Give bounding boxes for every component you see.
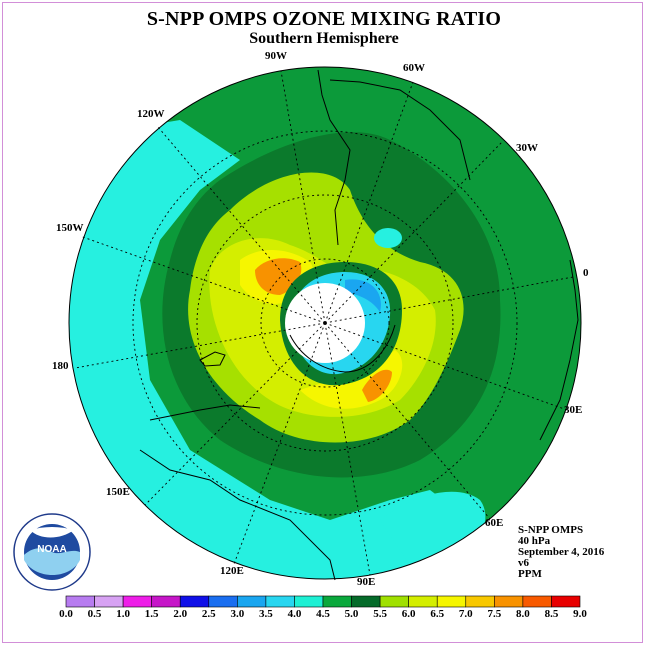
map-subtitle: Southern Hemisphere: [249, 30, 399, 47]
colorbar-swatch: [179, 595, 210, 608]
info-version: v6: [518, 557, 529, 569]
antarctica-coast: [289, 324, 396, 373]
colorbar-swatch: [379, 595, 409, 608]
colorbar-swatch: [322, 595, 352, 608]
map-title: S-NPP OMPS OZONE MIXING RATIO: [146, 8, 502, 30]
colorbar: [65, 595, 581, 608]
colorbar-swatch: [151, 595, 181, 608]
colorbar-swatch: [294, 595, 324, 608]
info-level: 40 hPa: [518, 535, 551, 547]
colorbar-tick-label: 4.5: [316, 608, 330, 620]
colorbar-tick-label: 8.5: [544, 608, 559, 620]
colorbar-tick-label: 2.0: [173, 608, 188, 620]
colorbar-tick-label: 8.0: [516, 608, 530, 620]
australia-north-coast: [149, 404, 261, 421]
south-america-east-coast: [329, 79, 471, 181]
colorbar-tick-label: 0.5: [87, 608, 102, 620]
lon-label-150e: 150E: [106, 486, 130, 498]
colorbar-tick-label: 6.0: [401, 608, 416, 620]
colorbar-tick-label: 2.5: [201, 608, 216, 620]
ozone-low-patch: [374, 228, 402, 248]
colorbar-swatch: [465, 595, 495, 608]
info-instrument: S-NPP OMPS: [518, 524, 584, 536]
lon-label-0: 0: [583, 267, 589, 279]
colorbar-tick-label: 6.5: [430, 608, 445, 620]
australia-coast: [139, 449, 336, 581]
map-boundary: [68, 66, 582, 580]
colorbar-tick-label: 3.5: [259, 608, 273, 620]
lon-label-60w: 60W: [403, 62, 425, 74]
lon-label-120e: 120E: [220, 565, 244, 577]
lon-label-60e: 60E: [485, 517, 504, 529]
logo-text: NOAA: [37, 544, 66, 555]
lon-label-30e: 30E: [564, 404, 583, 416]
figure-frame: [2, 2, 643, 643]
info-units: PPM: [518, 568, 542, 580]
noaa-logo: NOAA: [13, 513, 91, 591]
colorbar-swatch: [208, 595, 238, 608]
south-pole-marker: [323, 321, 327, 325]
ozone-7-5-maximum-west: [255, 258, 302, 295]
colorbar-swatch: [551, 595, 581, 608]
colorbar-tick-label: 3.0: [230, 608, 245, 620]
graticule: [74, 70, 574, 576]
new-zealand-outline: [199, 351, 226, 367]
lon-label-90e: 90E: [357, 576, 376, 588]
colorbar-tick-label: 1.5: [144, 608, 159, 620]
colorbar-swatch: [436, 595, 467, 608]
lon-label-120w: 120W: [137, 108, 165, 120]
info-date: September 4, 2016: [518, 546, 605, 558]
lon-label-30w: 30W: [516, 142, 538, 154]
colorbar-tick-label: 0.0: [59, 608, 73, 620]
colorbar-tick-label: 5.5: [373, 608, 387, 620]
colorbar-tick-label: 7.0: [458, 608, 473, 620]
colorbar-tick-label: 9.0: [573, 608, 587, 620]
colorbar-swatch: [265, 595, 295, 608]
south-america-coast: [317, 69, 351, 246]
colorbar-swatch: [351, 595, 381, 608]
coastlines: [139, 69, 579, 581]
colorbar-swatch: [94, 595, 124, 608]
colorbar-tick-label: 4.0: [287, 608, 302, 620]
colorbar-swatch: [65, 595, 95, 608]
colorbar-tick-label: 1.0: [116, 608, 130, 620]
lon-label-150w: 150W: [56, 222, 84, 234]
colorbar-tick-label: 5.0: [344, 608, 359, 620]
colorbar-swatch: [122, 595, 152, 608]
ozone-7-5-maximum-east: [362, 369, 392, 402]
colorbar-swatch: [522, 595, 552, 608]
ozone-lowest-vortex: [345, 279, 381, 312]
colorbar-swatch: [237, 595, 267, 608]
colorbar-swatch: [494, 595, 524, 608]
lon-label-90w: 90W: [265, 50, 287, 62]
colorbar-swatch: [408, 595, 438, 608]
product-info: S-NPP OMPS 40 hPa September 4, 2016 v6 P…: [518, 525, 604, 580]
colorbar-tick-label: 7.5: [487, 608, 502, 620]
lon-label-180: 180: [52, 360, 69, 372]
